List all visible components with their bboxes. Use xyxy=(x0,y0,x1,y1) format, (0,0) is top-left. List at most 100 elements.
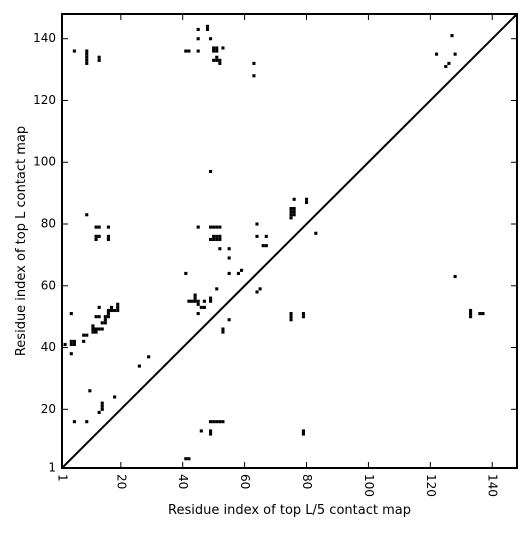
contact-point xyxy=(212,420,216,424)
contact-point xyxy=(69,342,73,347)
contact-point xyxy=(227,318,231,322)
contact-point xyxy=(196,225,200,229)
contact-point xyxy=(205,27,210,31)
contact-point xyxy=(469,312,473,316)
contact-point xyxy=(289,210,293,214)
contact-point xyxy=(193,299,197,303)
x-tick-label: 20 xyxy=(114,474,128,489)
contact-point xyxy=(97,225,101,229)
contact-point xyxy=(106,308,110,313)
contact-point xyxy=(261,244,265,248)
contact-point xyxy=(69,339,73,343)
x-tick-label: 40 xyxy=(176,474,190,489)
contact-point xyxy=(91,330,95,334)
contact-point xyxy=(106,315,110,319)
contact-point xyxy=(212,225,216,229)
contact-point xyxy=(292,197,296,201)
contact-point xyxy=(116,305,120,309)
contact-point xyxy=(292,213,296,217)
contact-point xyxy=(212,46,216,50)
contact-point xyxy=(94,327,98,331)
contact-point xyxy=(147,355,151,359)
contact-point xyxy=(209,299,213,303)
contact-point xyxy=(63,342,67,347)
contact-point xyxy=(137,364,141,368)
contact-point xyxy=(187,457,191,461)
contact-point xyxy=(97,327,101,331)
contact-point xyxy=(301,432,305,436)
contact-point xyxy=(478,312,482,316)
contact-point xyxy=(221,46,225,50)
contact-point xyxy=(202,305,206,309)
contact-point xyxy=(215,55,219,59)
contact-point xyxy=(85,55,89,59)
contact-point xyxy=(106,312,110,316)
contact-point xyxy=(72,339,76,343)
contact-point xyxy=(184,457,188,461)
contact-point xyxy=(100,407,104,411)
contact-point xyxy=(193,296,197,300)
contact-point xyxy=(218,61,222,65)
contact-point xyxy=(85,52,89,56)
contact-point xyxy=(199,305,203,309)
contact-point xyxy=(187,299,191,303)
y-tick-label: 120 xyxy=(33,93,56,107)
contact-point xyxy=(289,315,293,319)
x-tick-label: 1 xyxy=(56,474,70,482)
contact-point xyxy=(196,312,200,316)
contact-point xyxy=(289,318,293,322)
contact-point xyxy=(252,74,256,78)
contact-point xyxy=(97,305,101,309)
contact-point xyxy=(227,256,231,260)
contact-point xyxy=(264,234,268,238)
contact-point xyxy=(236,271,240,275)
contact-point xyxy=(215,49,219,53)
contact-point xyxy=(100,321,104,325)
contact-point xyxy=(289,213,293,217)
contact-point xyxy=(209,237,213,242)
contact-point xyxy=(218,234,222,238)
contact-point xyxy=(218,420,222,424)
contact-point xyxy=(221,420,225,424)
contact-point xyxy=(453,274,457,279)
contact-point xyxy=(221,327,225,331)
contact-point xyxy=(85,58,89,62)
contact-point xyxy=(264,244,268,248)
contact-point xyxy=(97,234,101,238)
contact-point xyxy=(72,342,76,347)
contact-point xyxy=(69,312,73,316)
contact-point xyxy=(196,37,200,41)
contact-point xyxy=(94,225,98,229)
contact-point xyxy=(227,247,231,251)
y-tick-label: 100 xyxy=(33,155,56,169)
contact-point xyxy=(91,327,95,331)
contact-point xyxy=(109,308,114,313)
contact-point xyxy=(453,52,457,56)
contact-point xyxy=(91,324,95,328)
contact-point xyxy=(215,287,219,291)
contact-point xyxy=(215,234,219,238)
contact-point xyxy=(212,234,216,238)
contact-point xyxy=(85,420,89,424)
contact-point xyxy=(447,61,451,65)
contact-point xyxy=(88,389,92,393)
contact-point xyxy=(304,200,309,204)
contact-point xyxy=(301,429,305,433)
contact-point xyxy=(100,327,104,331)
contact-point xyxy=(106,225,110,229)
y-tick-label: 140 xyxy=(33,31,56,45)
y-tick-label: 20 xyxy=(41,402,56,416)
contact-point xyxy=(202,299,206,303)
contact-point xyxy=(301,312,305,316)
contact-point xyxy=(292,210,296,214)
contact-point xyxy=(116,308,120,313)
contact-point xyxy=(314,231,318,235)
diagonal-line xyxy=(61,13,518,469)
contact-point xyxy=(94,315,98,319)
contact-point xyxy=(255,290,259,294)
data-points xyxy=(63,24,485,461)
contact-point xyxy=(97,55,101,59)
contact-point xyxy=(113,395,117,399)
